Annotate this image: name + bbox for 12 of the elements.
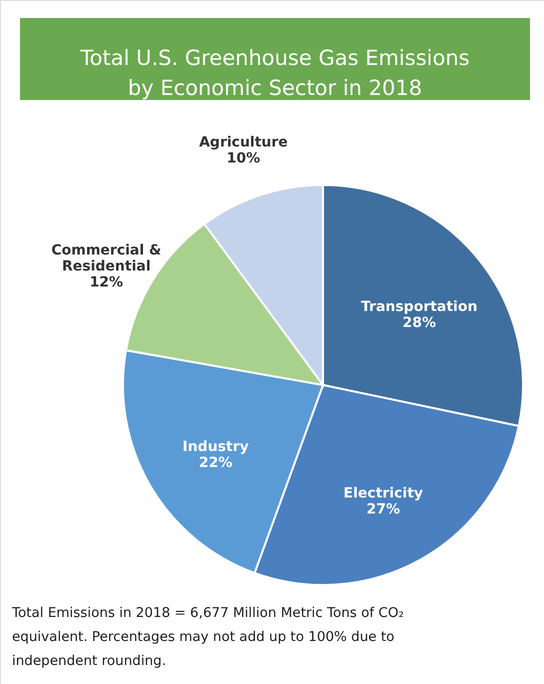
data-label: 22%: [198, 455, 232, 471]
data-label: 12%: [90, 274, 124, 291]
slice-label: Industry: [182, 439, 249, 455]
data-label: 28%: [402, 314, 436, 331]
data-label: 10%: [226, 150, 260, 167]
text: Total Emissions in 2018 = 6,677 Million Metric Tons of CO₂ equivalent. Percentages may not add up to 100% due to independent rounding.: [11, 605, 404, 669]
slice-label: Transportation: [361, 298, 478, 315]
slice-label: Electricity: [344, 485, 424, 502]
slice-label: Agriculture: [199, 134, 288, 151]
slice-label: Commercial & Residential: [51, 242, 162, 275]
chart-title: Total U.S. Greenhouse Gas Emissions by Economic Sector in 2018: [79, 46, 470, 100]
data-label: 27%: [366, 501, 400, 518]
